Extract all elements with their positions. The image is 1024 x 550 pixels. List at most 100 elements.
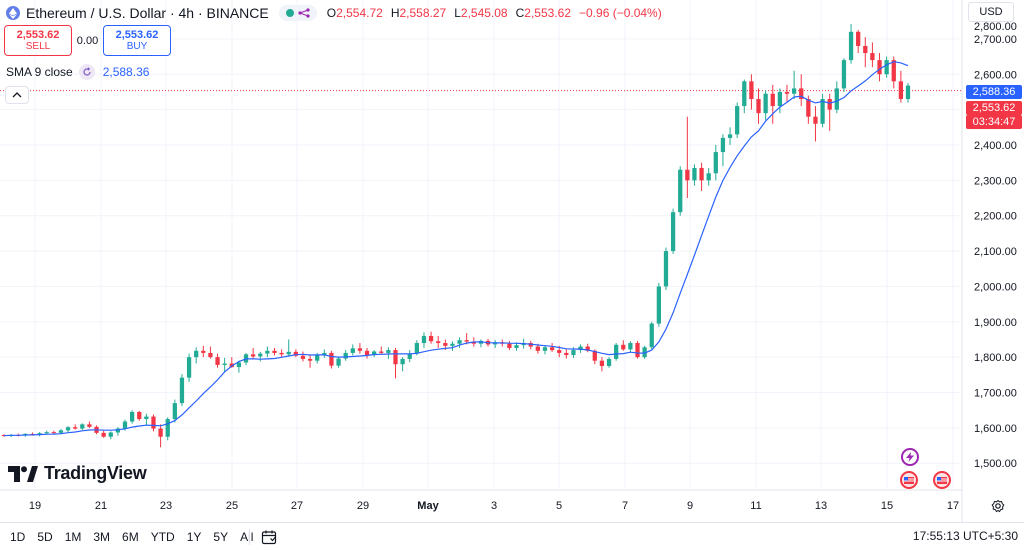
sell-price: 2,553.62 — [16, 29, 60, 41]
candle-body — [507, 343, 512, 348]
candle-body — [635, 343, 640, 358]
ohlc-values: O2,554.72 H2,558.27 L2,545.08 C2,553.62 … — [327, 6, 662, 20]
candle-body — [735, 106, 740, 135]
candle-body — [258, 353, 263, 357]
candle-body — [678, 169, 683, 213]
range-all[interactable]: All — [240, 530, 254, 544]
market-open-dot — [285, 9, 294, 17]
candle-body — [806, 99, 811, 117]
candle-body — [692, 167, 697, 181]
ohlc-high: H2,558.27 — [390, 6, 447, 20]
candle-body — [129, 411, 135, 422]
reload-icon[interactable] — [78, 64, 95, 80]
candle-body — [706, 173, 711, 181]
candle-body — [158, 428, 163, 437]
candle-body — [87, 424, 92, 427]
candle-body — [564, 352, 569, 356]
range-6m[interactable]: 6M — [122, 530, 139, 544]
candle-body — [799, 88, 804, 100]
x-tick-label: 9 — [687, 500, 693, 512]
buy-button[interactable]: 2,553.62 BUY — [103, 25, 171, 56]
candle-body — [841, 60, 847, 89]
candle-body — [300, 355, 306, 359]
candle-body — [685, 169, 690, 181]
y-tick-label: 2,600.00 — [974, 69, 1017, 81]
candle-body — [80, 424, 85, 429]
candle-body — [272, 350, 277, 353]
candle-body — [585, 346, 590, 351]
candle-body — [749, 81, 754, 100]
candle-body — [642, 347, 647, 358]
range-3m[interactable]: 3M — [93, 530, 111, 544]
candle-body — [770, 93, 775, 107]
candle-body — [315, 355, 320, 361]
range-ytd[interactable]: YTD — [150, 530, 175, 544]
settings-icon[interactable] — [989, 497, 1007, 515]
candle-body — [151, 416, 156, 429]
range-5d[interactable]: 5D — [37, 530, 53, 544]
x-tick-label: 5 — [556, 500, 562, 512]
candle-body — [222, 363, 227, 365]
y-tick-label: 1,500.00 — [974, 458, 1017, 470]
range-1y[interactable]: 1Y — [186, 530, 202, 544]
symbol-title[interactable]: Ethereum / U.S. Dollar · 4h · BINANCE — [26, 5, 269, 21]
ohlc-low: L2,545.08 — [454, 6, 508, 20]
sma-price-tag: 2,588.36 — [966, 85, 1022, 99]
candle-body — [144, 416, 149, 420]
y-tick-label: 2,300.00 — [974, 175, 1017, 187]
candle-body — [820, 99, 825, 124]
tradingview-logo[interactable]: TradingView — [8, 463, 147, 484]
last-price-tag: 2,553.62 — [966, 101, 1022, 115]
y-tick-label: 2,200.00 — [974, 211, 1017, 223]
utc-clock[interactable]: 17:55:13 UTC+5:30 — [912, 529, 1018, 543]
indicator-name[interactable]: SMA 9 close — [6, 65, 73, 79]
sma-line — [3, 61, 909, 437]
y-tick-label: 1,600.00 — [974, 423, 1017, 435]
candle-body — [834, 88, 839, 110]
candle-body — [286, 351, 291, 355]
candle-body — [364, 350, 370, 356]
candle-body — [236, 362, 242, 368]
currency-selector[interactable]: USD — [968, 2, 1014, 22]
candle-body — [471, 341, 476, 344]
candle-body — [450, 343, 455, 346]
x-tick-label: 3 — [491, 500, 497, 512]
market-status-pill[interactable] — [278, 5, 317, 21]
candle-body — [65, 427, 71, 431]
candle-body — [122, 421, 128, 429]
candle-body — [115, 428, 121, 433]
candle-body — [606, 358, 612, 366]
indicator-legend[interactable]: SMA 9 close 2,588.36 — [6, 64, 149, 80]
candle-body — [229, 363, 234, 368]
candle-body — [784, 91, 790, 94]
us-flag-icon[interactable] — [933, 471, 951, 489]
collapse-legend-button[interactable] — [5, 86, 29, 104]
candle-body — [720, 137, 726, 153]
candle-body — [557, 350, 562, 353]
candle-body — [329, 352, 334, 366]
range-1d[interactable]: 1D — [10, 530, 26, 544]
calendar-icon[interactable] — [259, 528, 279, 546]
sell-button[interactable]: 2,553.62 SELL — [4, 25, 72, 56]
range-5y[interactable]: 5Y — [213, 530, 229, 544]
lightning-icon[interactable] — [901, 448, 919, 466]
candle-body — [73, 427, 78, 429]
candle-body — [443, 343, 448, 346]
candle-body — [307, 358, 313, 361]
candle-body — [265, 350, 270, 354]
candle-body — [621, 344, 626, 350]
x-tick-label: 7 — [622, 500, 628, 512]
candlestick-chart[interactable]: 1,500.00 1,600.00 1,700.00 1,800.00 1,900.00… — [0, 0, 1024, 522]
candle-body — [571, 350, 576, 356]
us-flag-icon[interactable] — [900, 471, 918, 489]
candle-body — [457, 340, 462, 344]
range-1m[interactable]: 1M — [64, 530, 82, 544]
candle-body — [656, 286, 662, 324]
y-tick-label: 2,100.00 — [974, 246, 1017, 258]
candle-body — [137, 411, 142, 420]
candle-body — [165, 419, 170, 437]
candle-body — [179, 377, 185, 404]
candle-body — [649, 323, 654, 348]
trade-buttons: 2,553.62 SELL 0.00 2,553.62 BUY — [4, 25, 171, 56]
